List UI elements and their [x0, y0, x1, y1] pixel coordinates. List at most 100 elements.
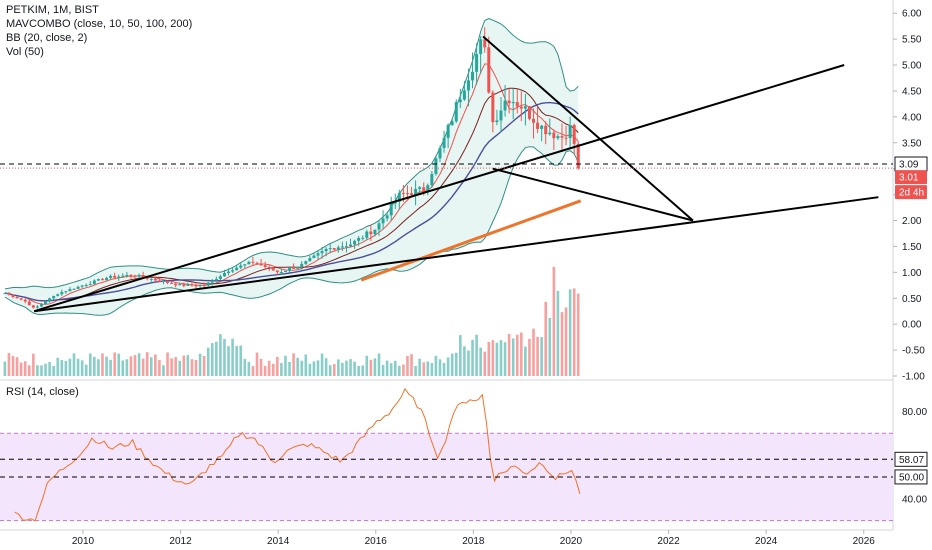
candle-body [312, 255, 316, 259]
candle-body [292, 267, 296, 269]
rsi-axis-label: 40.00 [902, 494, 927, 505]
price-axis-label: 5.00 [902, 61, 922, 72]
candle-body [88, 284, 92, 286]
volume-bar [40, 365, 43, 376]
volume-bar [491, 340, 495, 376]
candle-body [174, 283, 178, 286]
candle-body [324, 248, 328, 252]
candle-body [434, 158, 438, 174]
price-axis-label: 1.00 [902, 268, 922, 279]
time-axis-label: 2024 [755, 536, 778, 547]
volume-bar [536, 336, 539, 376]
candle-body [170, 282, 174, 284]
volume-bar [308, 363, 312, 376]
candle-body [316, 253, 320, 256]
volume-bar [166, 352, 169, 376]
volume-bar [483, 351, 487, 376]
volume-bar [568, 289, 572, 376]
volume-bar [60, 360, 64, 376]
volume-bar [32, 353, 35, 376]
volume-bar [316, 360, 320, 376]
volume-bar [540, 337, 543, 376]
candle-body [430, 173, 434, 186]
volume-bar [56, 357, 60, 376]
volume-bar [487, 341, 491, 376]
candle-body [149, 278, 153, 280]
candle-body [3, 293, 7, 295]
candle-body [296, 266, 300, 269]
candle-body [320, 251, 324, 254]
volume-bar [247, 361, 251, 376]
price-axis-label: 0.50 [902, 294, 922, 305]
volume-bar [97, 359, 100, 376]
candle-body [515, 102, 519, 107]
candle-body [15, 296, 19, 299]
volume-bar [446, 357, 450, 376]
volume-bar [162, 365, 165, 376]
trendline-1 [33, 64, 845, 313]
indicator-bollinger[interactable]: BB (20, close, 2) [6, 32, 88, 44]
volume-bar [239, 345, 243, 376]
candle-body [251, 261, 255, 263]
indicator-rsi[interactable]: RSI (14, close) [6, 386, 79, 398]
countdown-badge: 2d 4h [899, 188, 924, 199]
symbol-title[interactable]: PETKIM, 1M, BIST [6, 4, 99, 16]
candle-body [418, 187, 422, 189]
candle-body [121, 275, 125, 277]
price-axis-label: 2.00 [902, 216, 922, 227]
volume-bar [337, 359, 340, 376]
candle-body [523, 106, 527, 109]
candle-body [178, 284, 182, 286]
volume-bar [190, 359, 194, 376]
volume-bar [442, 363, 446, 376]
volume-bar [84, 364, 88, 376]
volume-bar [385, 360, 389, 376]
indicator-volume[interactable]: Vol (50) [6, 46, 44, 58]
candle-body [340, 246, 344, 248]
candle-body [357, 237, 361, 241]
candle-body [198, 285, 202, 287]
candle-body [475, 54, 479, 72]
price-axis-label: 4.50 [902, 86, 922, 97]
volume-bar [141, 358, 145, 376]
candle-body [279, 272, 283, 274]
candle-body [56, 294, 60, 296]
indicator-mavcombo[interactable]: MAVCOMBO (close, 10, 50, 100, 200) [6, 18, 193, 30]
time-axis-label: 2026 [853, 536, 876, 547]
candle-body [96, 279, 100, 281]
candle-body [491, 92, 495, 123]
candle-body [560, 136, 564, 138]
candle-body [166, 280, 170, 283]
volume-bar [284, 355, 287, 376]
volume-bar [194, 360, 198, 376]
volume-bar [174, 357, 177, 376]
candle-body [235, 267, 239, 271]
volume-bar [178, 360, 182, 376]
price-axis-label: 0.00 [902, 320, 922, 331]
bollinger-lower [4, 146, 579, 316]
candle-body [206, 282, 210, 286]
candle-body [227, 271, 231, 274]
volume-bar [125, 359, 129, 376]
candle-body [479, 39, 483, 55]
candle-body [68, 289, 72, 292]
bollinger-fill [4, 18, 579, 316]
volume-bar [3, 361, 7, 376]
volume-bar [206, 347, 210, 376]
candle-body [344, 246, 348, 248]
candle-body [381, 218, 385, 224]
candle-body [129, 274, 133, 276]
candle-body [31, 305, 35, 308]
volume-bar [357, 366, 360, 376]
volume-bar [507, 333, 511, 376]
volume-bar [235, 345, 238, 376]
volume-bar [524, 346, 527, 376]
candle-body [182, 284, 186, 286]
volume-bar [511, 338, 515, 376]
volume-bar [520, 332, 523, 376]
volume-bar [48, 362, 51, 376]
candle-body [133, 275, 137, 277]
candle-body [288, 267, 292, 271]
volume-bar [129, 356, 133, 376]
